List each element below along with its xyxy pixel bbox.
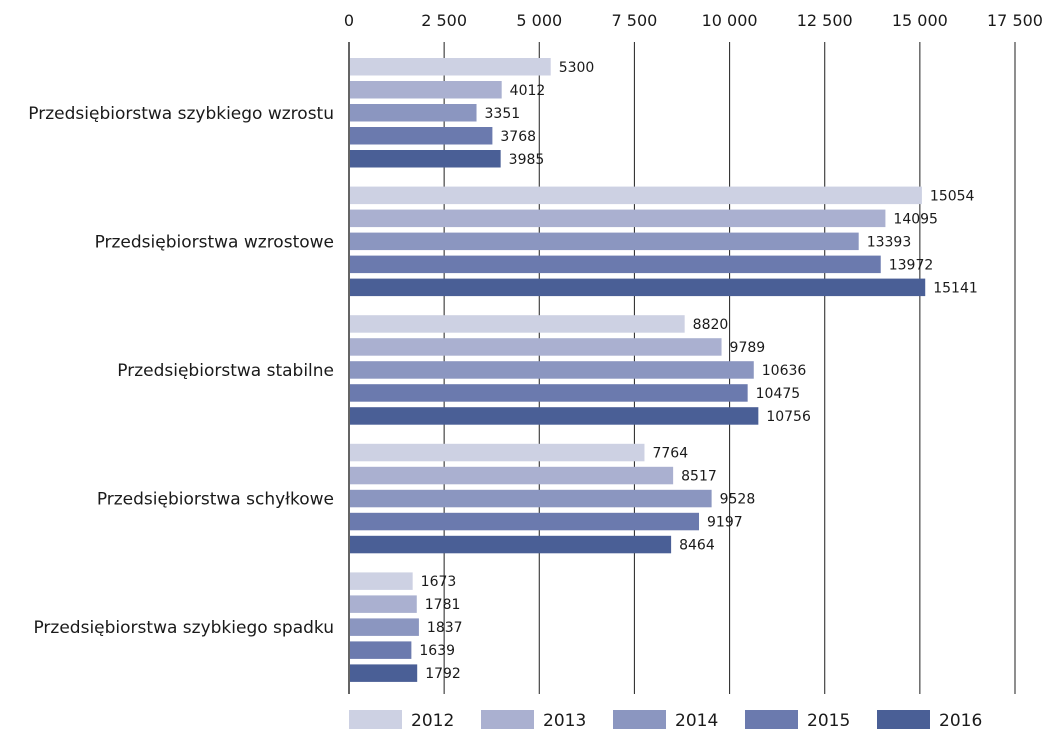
bar [350, 150, 501, 168]
data-label: 1639 [419, 643, 455, 659]
data-label: 10756 [766, 409, 811, 425]
bar [350, 535, 672, 554]
bar [350, 361, 754, 379]
legend-swatch [613, 710, 666, 729]
bar [350, 443, 645, 462]
bar [350, 489, 712, 508]
x-tick-label: 2 500 [421, 11, 467, 30]
data-label: 13972 [889, 257, 934, 273]
category-label: Przedsiębiorstwa stabilne [117, 361, 334, 381]
bar [350, 255, 881, 274]
data-label: 9528 [720, 492, 756, 508]
x-tick-label: 15 000 [892, 11, 948, 30]
legend-swatch [349, 710, 402, 729]
legend-label: 2015 [807, 711, 850, 731]
x-axis-ticks: 0 2 500 5 000 7 500 10 000 12 500 15 000 17 500 [344, 11, 1043, 30]
bar [350, 384, 748, 402]
data-label: 15054 [930, 188, 975, 204]
data-label: 10636 [762, 363, 807, 379]
data-label: 10475 [756, 386, 801, 402]
legend-label: 2013 [543, 711, 586, 731]
bar [350, 618, 419, 636]
bar [350, 278, 926, 297]
bar [350, 232, 859, 251]
bar [350, 186, 922, 205]
bar [350, 407, 759, 425]
data-label: 8517 [681, 469, 717, 485]
data-label: 13393 [867, 234, 912, 250]
data-label: 3985 [509, 152, 545, 168]
data-label: 1792 [425, 666, 461, 682]
bar [350, 209, 886, 228]
data-label: 15141 [933, 280, 978, 296]
legend-label: 2016 [939, 711, 982, 731]
data-label: 4012 [510, 83, 546, 99]
bar [350, 466, 674, 485]
bar [350, 81, 502, 99]
legend-label: 2012 [411, 711, 454, 731]
bar [350, 315, 685, 333]
x-tick-label: 7 500 [612, 11, 658, 30]
x-tick-label: 0 [344, 11, 354, 30]
bar [350, 641, 412, 659]
bar [350, 58, 551, 76]
category-label: Przedsiębiorstwa szybkiego spadku [33, 618, 334, 638]
legend-swatch [481, 710, 534, 729]
data-label: 5300 [559, 60, 595, 76]
x-tick-label: 10 000 [702, 11, 758, 30]
bars: 5300 4012 3351 3768 3985 15054 14095 13393 13972… [350, 58, 978, 682]
data-label: 14095 [893, 211, 938, 227]
x-tick-label: 12 500 [797, 11, 853, 30]
legend-label: 2014 [675, 711, 718, 731]
x-tick-label: 17 500 [987, 11, 1043, 30]
bar [350, 104, 477, 122]
data-label: 8464 [679, 538, 715, 554]
bar [350, 664, 418, 682]
legend-swatch [745, 710, 798, 729]
bar [350, 572, 413, 590]
data-label: 9197 [707, 515, 743, 531]
bar [350, 512, 700, 531]
legend-swatch [877, 710, 930, 729]
data-label: 1781 [425, 597, 461, 613]
bar [350, 127, 493, 145]
data-label: 1673 [421, 574, 457, 590]
data-label: 7764 [652, 446, 688, 462]
bar [350, 595, 417, 613]
x-tick-label: 5 000 [516, 11, 562, 30]
legend: 2012 2013 2014 2015 2016 [349, 710, 982, 731]
data-label: 8820 [693, 317, 729, 333]
category-label: Przedsiębiorstwa wzrostowe [95, 232, 334, 252]
data-label: 9789 [730, 340, 766, 356]
bar [350, 338, 722, 356]
data-label: 3351 [485, 106, 521, 122]
category-label: Przedsiębiorstwa szybkiego wzrostu [28, 104, 334, 124]
category-labels: Przedsiębiorstwa szybkiego wzrostu Przeds… [28, 104, 334, 638]
category-label: Przedsiębiorstwa schyłkowe [97, 490, 334, 510]
data-label: 3768 [500, 129, 536, 145]
data-label: 1837 [427, 620, 463, 636]
